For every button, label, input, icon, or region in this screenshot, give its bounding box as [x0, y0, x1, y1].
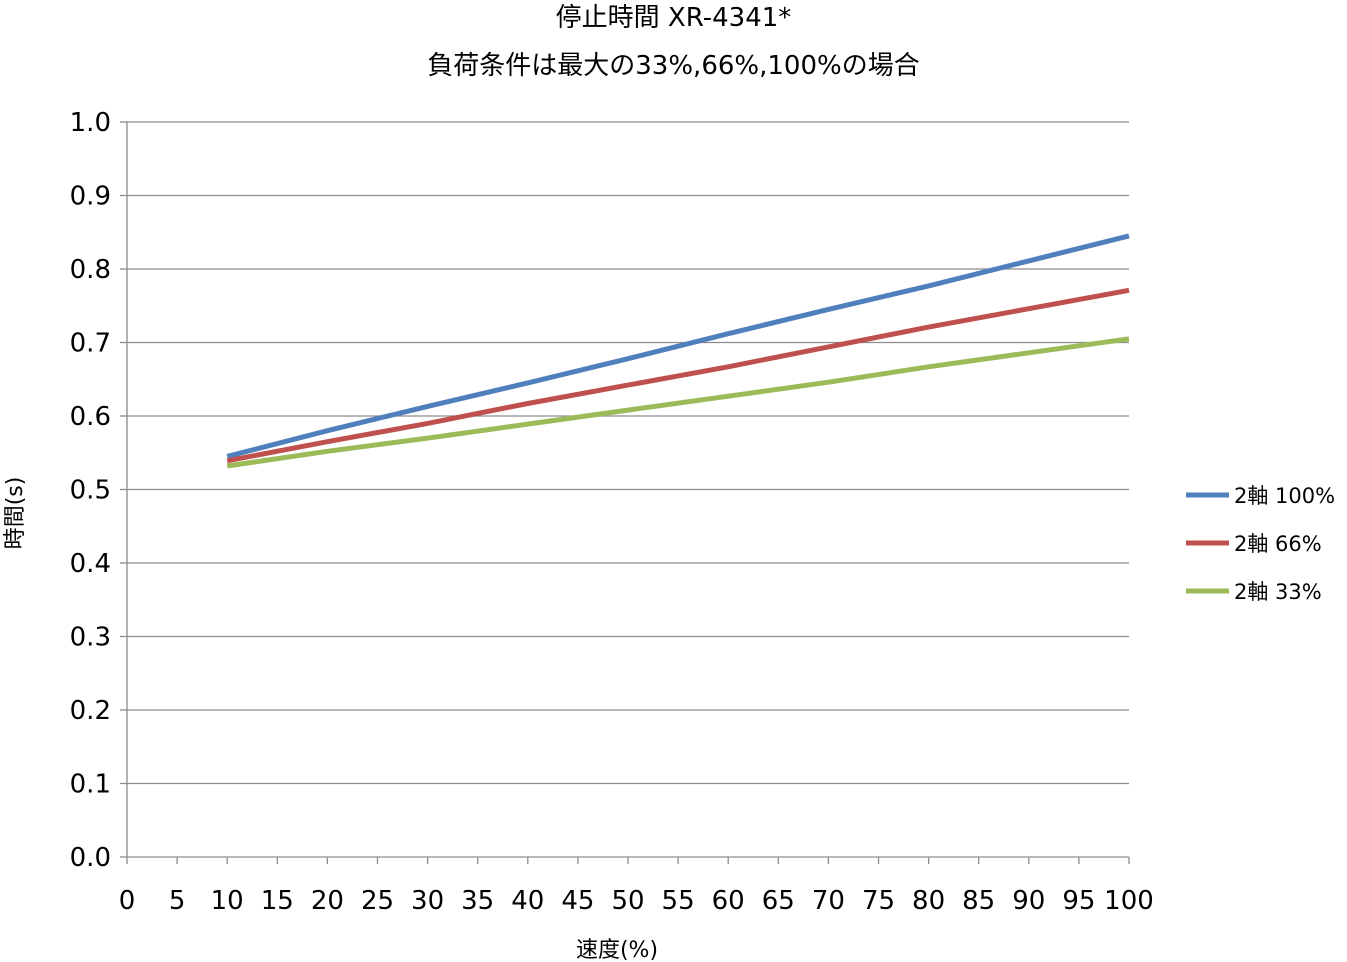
x-tick-label: 90	[1012, 886, 1045, 916]
series-lines	[226, 233, 1130, 469]
y-tick-label: 0.4	[70, 549, 111, 579]
y-tick-label: 0.3	[70, 623, 111, 653]
series-line-0	[226, 233, 1130, 459]
y-tick-label: 0.0	[70, 843, 111, 873]
chart-subtitle: 負荷条件は最大の33%,66%,100%の場合	[427, 51, 920, 81]
series-line-2	[226, 336, 1130, 469]
legend-label: 2軸 66%	[1234, 532, 1322, 556]
series-line-1	[226, 287, 1130, 464]
x-tick-label: 5	[169, 886, 186, 916]
y-tick-label: 1.0	[70, 108, 111, 138]
chart-title: 停止時間 XR-4341*	[555, 3, 792, 33]
x-tick-label: 20	[311, 886, 344, 916]
x-tick-label: 45	[561, 886, 594, 916]
x-tick-label: 95	[1062, 886, 1095, 916]
y-tick-label: 0.6	[70, 402, 111, 432]
y-tick-label: 0.9	[70, 182, 111, 212]
x-tick-label: 100	[1104, 886, 1154, 916]
gridlines	[127, 121, 1129, 785]
x-tick-label: 40	[511, 886, 544, 916]
y-axis-label: 時間(s)	[3, 477, 28, 550]
legend-label: 2軸 33%	[1234, 580, 1322, 604]
legend: 2軸 100% 2軸 66% 2軸 33%	[1186, 484, 1335, 604]
x-tick-label: 30	[411, 886, 444, 916]
x-axis-label: 速度(%)	[576, 938, 658, 962]
x-tick-label: 70	[812, 886, 845, 916]
legend-label: 2軸 100%	[1234, 484, 1335, 508]
x-tick-label: 85	[962, 886, 995, 916]
y-tick-label: 0.1	[70, 770, 111, 800]
x-tick-label: 35	[461, 886, 494, 916]
x-tick-label: 60	[712, 886, 745, 916]
x-tick-label: 25	[361, 886, 394, 916]
x-tick-label: 80	[912, 886, 945, 916]
x-tick-label: 0	[119, 886, 136, 916]
y-tick-label: 0.7	[70, 329, 111, 359]
x-tick-label: 55	[662, 886, 695, 916]
x-tick-label: 75	[862, 886, 895, 916]
x-tick-label: 50	[611, 886, 644, 916]
axes: 0.0 0.1 0.2 0.3 0.4 0.5 0.6 0.7 0.8 0.9 1.0 0 5 10 15 2…	[70, 108, 1154, 916]
x-tick-label: 10	[211, 886, 244, 916]
y-tick-label: 0.8	[70, 255, 111, 285]
x-tick-label: 15	[261, 886, 294, 916]
y-tick-label: 0.2	[70, 696, 111, 726]
y-tick-label: 0.5	[70, 476, 111, 506]
x-tick-label: 65	[762, 886, 795, 916]
